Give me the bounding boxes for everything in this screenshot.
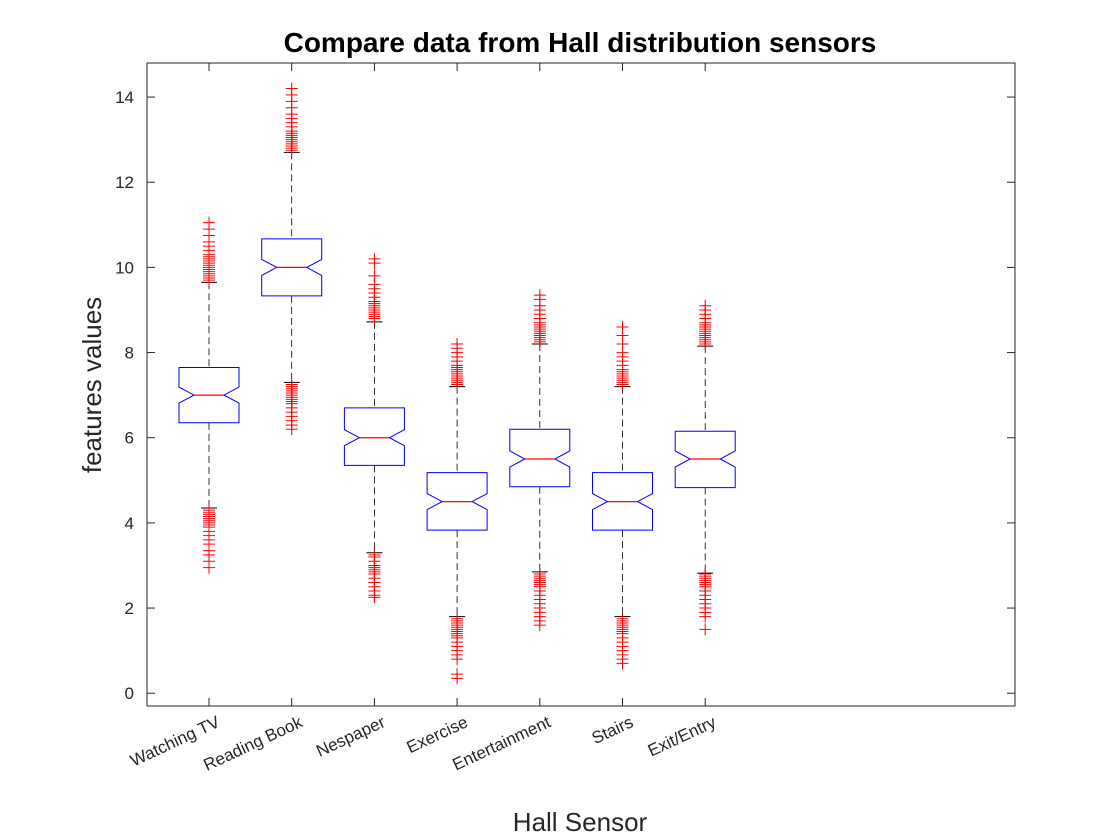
x-tick-label: Exit/Entry [645,712,719,760]
outlier-point [285,82,298,95]
box-group-2 [261,82,323,436]
y-tick-label: 8 [125,344,134,363]
box [261,238,323,297]
y-tick-label: 4 [125,514,134,533]
outlier-point [533,619,546,632]
outlier-point [368,591,381,604]
outlier-point [699,299,712,312]
outlier-point [699,610,712,623]
y-tick-label: 14 [115,88,134,107]
box [343,407,405,466]
box [674,430,736,489]
box-group-4 [426,338,488,685]
box [178,367,240,424]
y-tick-label: 2 [125,599,134,618]
x-axis-label: Hall Sensor [513,807,648,837]
outlier-point [616,321,629,334]
y-axis-label: features values [77,297,107,473]
outlier-point [285,423,298,436]
y-tick-label: 12 [115,173,134,192]
plot-frame [146,62,1016,707]
y-tick-label: 6 [125,429,134,448]
outlier-point [616,657,629,670]
x-tick-label: Stairs [589,712,636,748]
box [509,428,571,488]
outlier-point [451,653,464,666]
y-tick-label: 10 [115,258,134,277]
outlier-point [203,216,215,229]
box-group-1 [178,216,240,574]
outlier-point [533,289,546,302]
box-group-7 [674,299,736,636]
x-tick-label: Exercise [404,712,471,757]
chart-title: Compare data from Hall distribution sens… [284,27,877,58]
plot-area [178,82,736,685]
outlier-point [699,623,712,636]
box-group-6 [592,321,653,670]
box [592,472,653,531]
box-group-5 [509,289,571,632]
outlier-point [368,269,381,282]
x-tick-label: Nespaper [313,712,388,761]
outlier-point [368,252,381,265]
outlier-point [451,672,464,685]
box [426,472,488,531]
outlier-point [203,561,215,574]
y-tick-label: 0 [125,684,134,703]
box-group-3 [343,252,405,604]
outlier-point [451,338,464,351]
